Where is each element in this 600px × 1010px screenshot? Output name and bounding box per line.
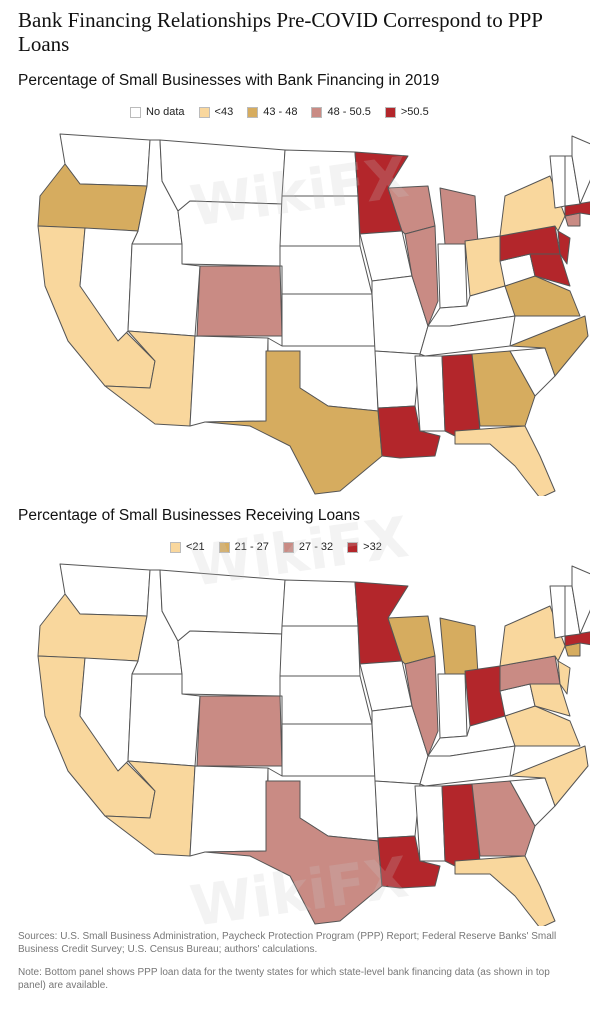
state-fl xyxy=(454,425,556,496)
state-md xyxy=(529,253,571,287)
legend-label: No data xyxy=(146,106,185,118)
legend-item: >32 xyxy=(347,541,382,553)
legend-label: 27 - 32 xyxy=(298,541,334,553)
state-in xyxy=(437,243,468,309)
state-mt xyxy=(159,139,286,212)
legend-item: 27 - 32 xyxy=(282,541,334,553)
state-nd xyxy=(281,149,359,197)
sources-text: Sources: U.S. Small Business Administrat… xyxy=(18,931,557,955)
legend-swatch xyxy=(170,541,181,553)
legend-swatch xyxy=(218,541,230,553)
legend-item: <21 xyxy=(170,541,205,553)
legend-swatch xyxy=(384,106,396,118)
state-il xyxy=(404,225,439,327)
state-ga xyxy=(471,350,536,427)
legend-item: 21 - 27 xyxy=(218,541,269,553)
state-ne xyxy=(279,245,373,295)
state-nj xyxy=(557,660,571,695)
state-nc xyxy=(509,315,589,377)
state-fl xyxy=(454,855,556,926)
legend-swatch xyxy=(347,541,359,553)
state-ne xyxy=(279,675,373,725)
state-sd xyxy=(279,195,361,247)
legend-item: 43 - 48 xyxy=(247,106,297,118)
state-la xyxy=(377,405,441,459)
state-nc xyxy=(509,745,589,807)
state-ia xyxy=(359,230,413,282)
legend-item: >50.5 xyxy=(384,106,429,118)
legend-item: No data xyxy=(130,106,185,118)
state-tx xyxy=(204,780,383,925)
legend-label: <21 xyxy=(186,541,205,553)
state-ks xyxy=(281,293,376,347)
legend-label: <43 xyxy=(214,106,234,118)
state-nj xyxy=(557,230,571,265)
legend-swatch xyxy=(282,541,294,553)
legend-label: >32 xyxy=(363,541,382,553)
state-co xyxy=(196,695,283,767)
state-co xyxy=(196,265,283,337)
state-oh xyxy=(464,665,506,727)
legend-bank-financing: No data <43 43 - 48 48 - 50.5 >50.5 xyxy=(130,106,429,118)
legend-label: 48 - 50.5 xyxy=(327,106,371,118)
legend-receiving-loans: <21 21 - 27 27 - 32 >32 xyxy=(170,541,382,553)
us-map-receiving-loans xyxy=(37,563,590,926)
state-ga xyxy=(471,780,536,857)
state-nm xyxy=(189,335,269,427)
us-map-bank-financing xyxy=(37,133,590,496)
state-ar xyxy=(374,350,421,409)
state-tx xyxy=(204,350,383,495)
note-text: Note: Bottom panel shows PPP loan data f… xyxy=(18,967,550,991)
state-in xyxy=(437,673,468,739)
state-wy xyxy=(177,630,283,697)
state-ks xyxy=(281,723,376,777)
page-title: Bank Financing Relationships Pre-COVID C… xyxy=(18,8,543,56)
legend-swatch xyxy=(247,106,259,118)
legend-item: 48 - 50.5 xyxy=(311,106,371,118)
legend-swatch xyxy=(311,106,323,118)
state-il xyxy=(404,655,439,757)
state-wy xyxy=(177,200,283,267)
state-la xyxy=(377,835,441,889)
state-md xyxy=(529,683,571,717)
state-ar xyxy=(374,780,421,839)
legend-label: 43 - 48 xyxy=(263,106,298,118)
state-ia xyxy=(359,660,413,712)
state-mi xyxy=(439,617,479,675)
legend-label: 21 - 27 xyxy=(234,541,269,553)
state-me xyxy=(571,565,590,635)
panel-title-bank-financing: Percentage of Small Businesses with Bank… xyxy=(18,72,440,89)
panel-title-receiving-loans: Percentage of Small Businesses Receiving… xyxy=(18,507,361,524)
state-ms xyxy=(414,355,446,432)
state-nd xyxy=(281,579,359,627)
legend-swatch xyxy=(130,106,141,118)
legend-item: <43 xyxy=(198,106,234,118)
legend-swatch xyxy=(198,106,210,118)
state-oh xyxy=(464,235,506,297)
state-sd xyxy=(279,625,361,677)
state-mi xyxy=(439,187,479,245)
legend-label: >50.5 xyxy=(400,106,429,118)
state-ms xyxy=(414,785,446,862)
state-nm xyxy=(189,765,269,857)
state-mt xyxy=(159,569,286,642)
state-me xyxy=(571,135,590,205)
